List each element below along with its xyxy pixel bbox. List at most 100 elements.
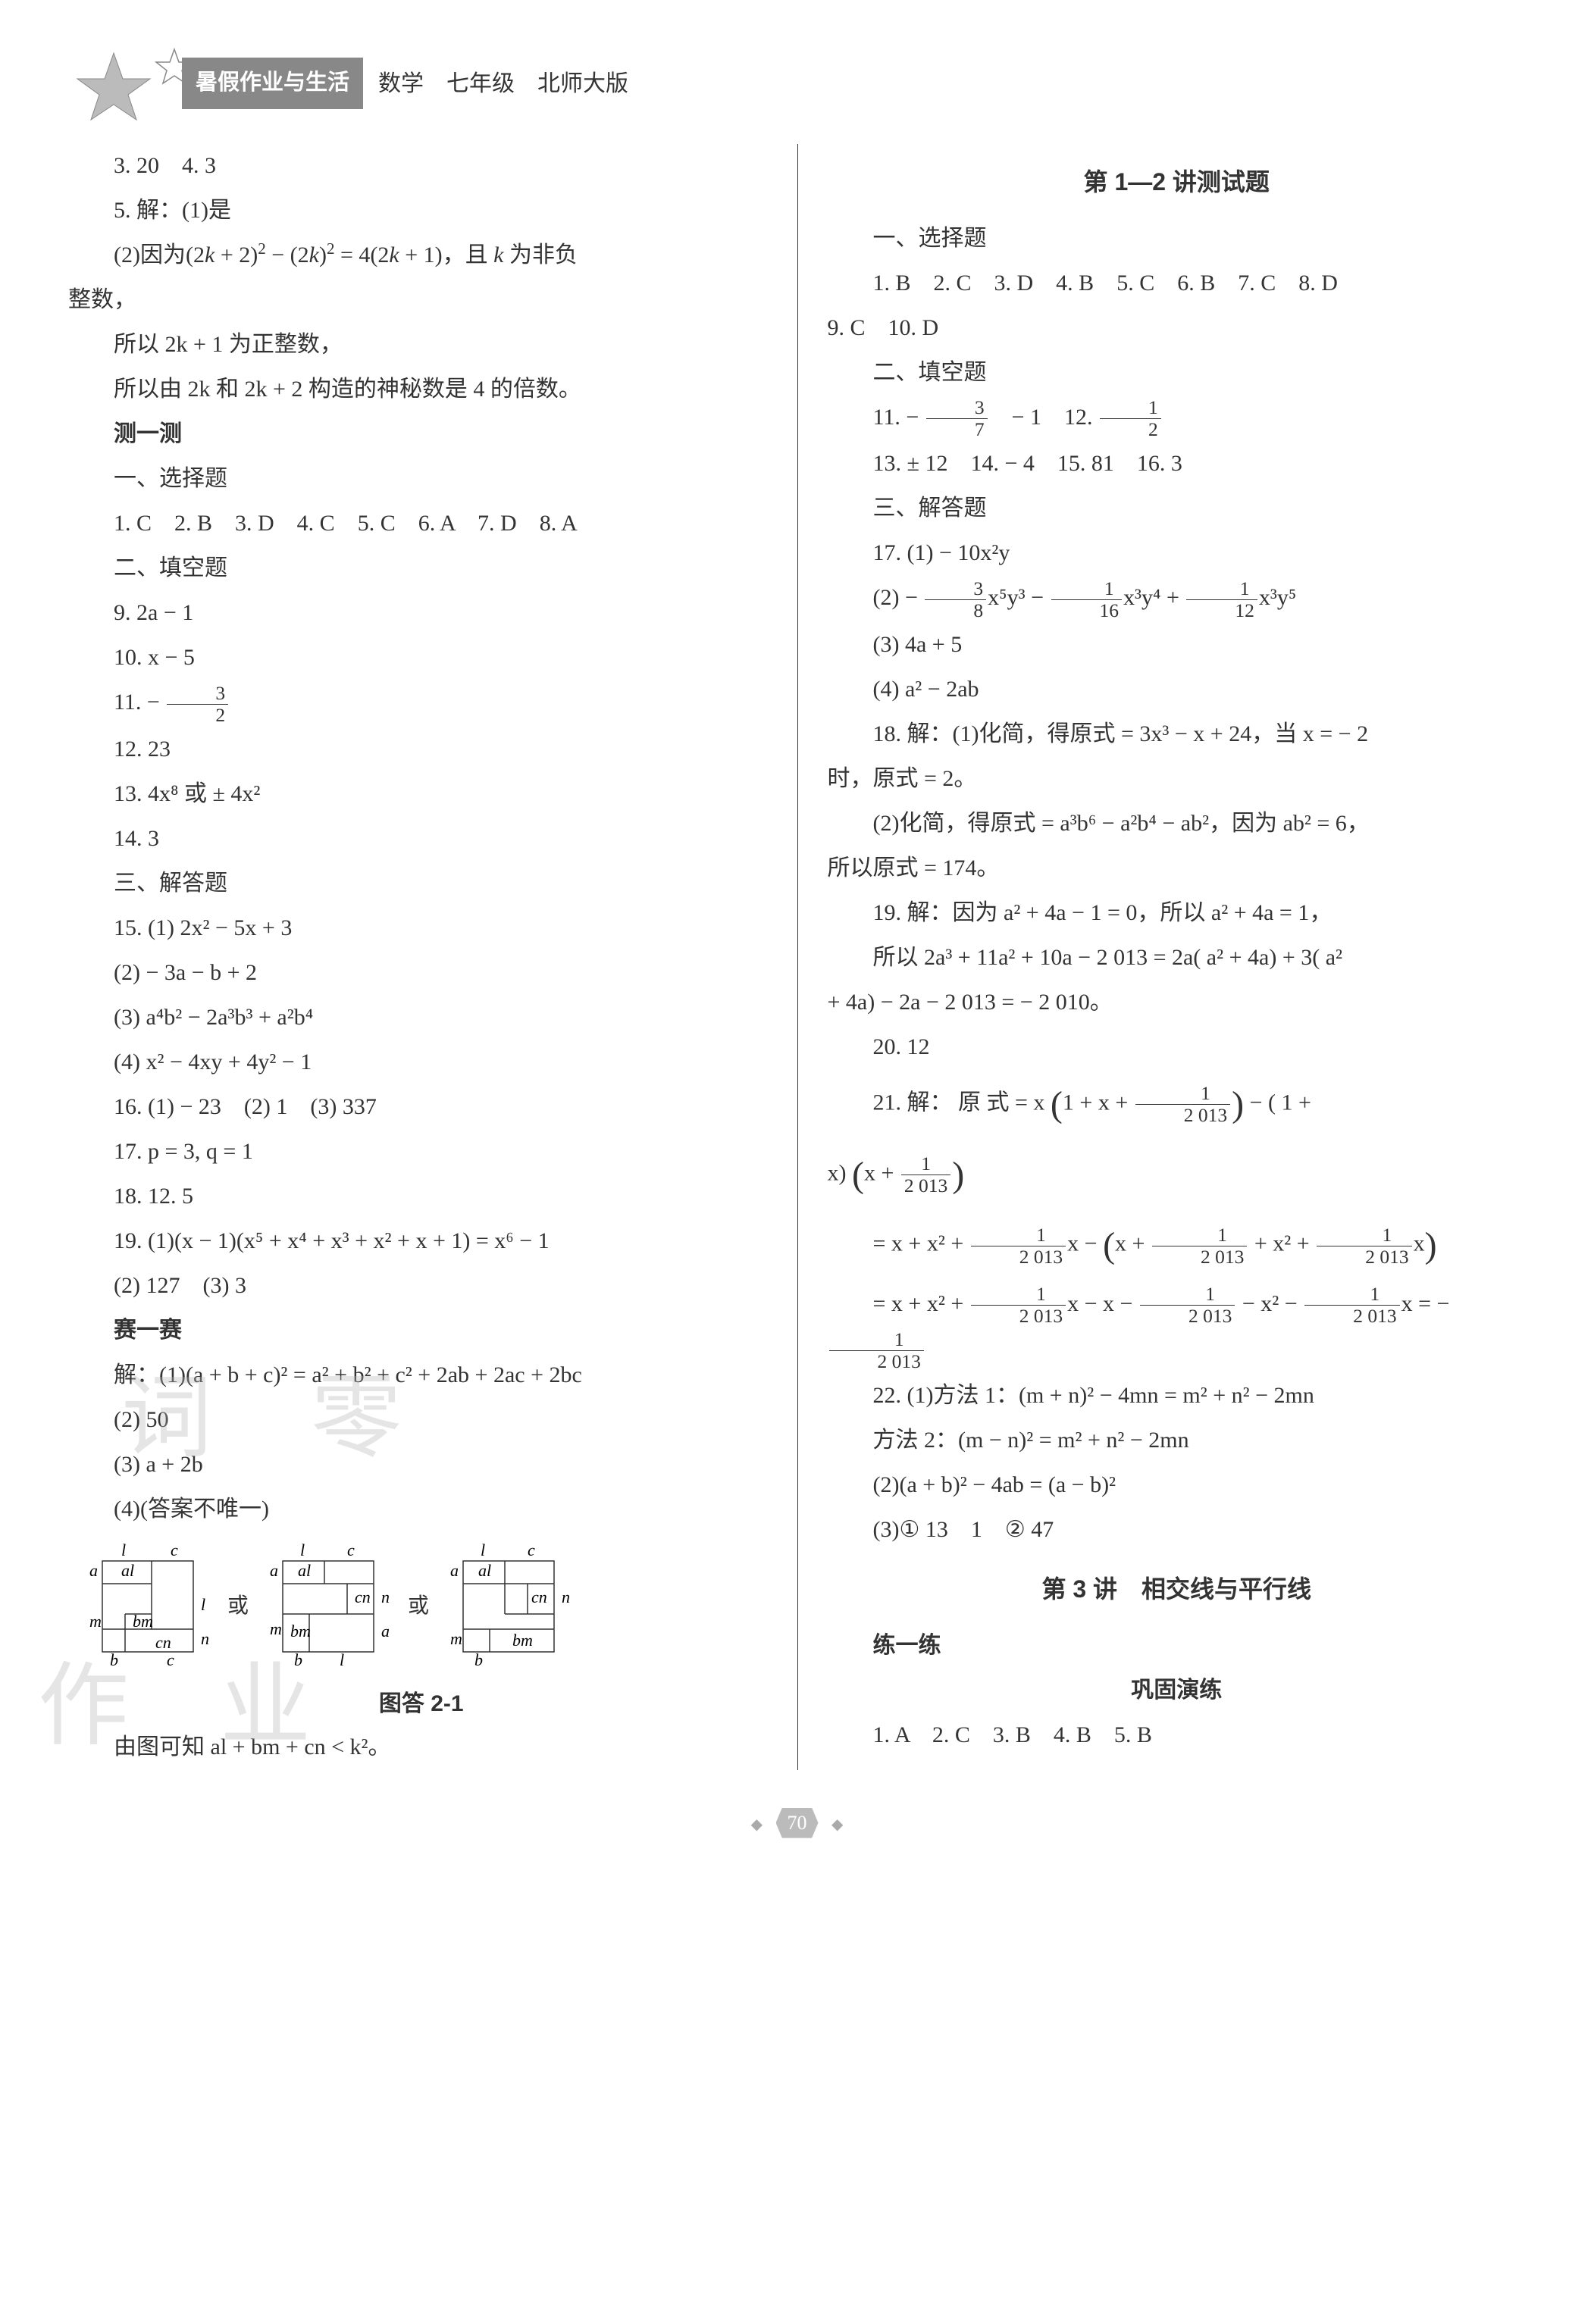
section-heading: 练一练: [828, 1624, 1527, 1667]
frac-den: 2 013: [901, 1175, 950, 1196]
text-line: 10. x − 5: [68, 636, 775, 679]
frac-den: 2 013: [971, 1246, 1066, 1268]
t: x: [1414, 1231, 1425, 1256]
t: − x² −: [1236, 1291, 1303, 1316]
svg-text:al: al: [298, 1561, 311, 1580]
text-line: 所以 2a³ + 11a² + 10a − 2 013 = 2a( a² + 4…: [828, 936, 1527, 979]
or-text: 或: [227, 1586, 249, 1626]
t: 11. −: [873, 405, 925, 430]
text-line: 13. 4x⁸ 或 ± 4x²: [68, 772, 775, 815]
svg-text:al: al: [121, 1561, 134, 1580]
t: = x + x² +: [873, 1231, 969, 1256]
page-footer: ◆ 70 ◆: [68, 1800, 1526, 1844]
t: + 1)，且: [399, 242, 493, 267]
text-line: (2) 50: [68, 1398, 775, 1441]
svg-text:c: c: [167, 1650, 174, 1669]
text-line: (2)(a + b)² − 4ab = (a − b)²: [828, 1463, 1527, 1506]
text-line: 由图可知 al + bm + cn < k²。: [68, 1725, 775, 1769]
left-column: 3. 20 4. 3 5. 解：(1)是 (2)因为(2k + 2)2 − (2…: [68, 144, 797, 1770]
text-line: (3)① 13 1 ② 47: [828, 1508, 1527, 1551]
section-heading: 测一测: [68, 412, 775, 455]
t: − 1 12.: [989, 405, 1098, 430]
svg-text:m: m: [89, 1612, 102, 1631]
text-line: 3. 20 4. 3: [68, 144, 775, 187]
t: − ( 1 +: [1244, 1090, 1311, 1115]
text-line: 所以由 2k 和 2k + 2 构造的神秘数是 4 的倍数。: [68, 368, 775, 411]
svg-text:c: c: [171, 1542, 178, 1559]
or-text: 或: [408, 1586, 429, 1626]
frac-den: 2 013: [1152, 1246, 1247, 1268]
frac-den: 7: [926, 419, 988, 440]
text-line: 9. C 10. D: [828, 306, 1527, 349]
t: 21. 解： 原 式 = x: [873, 1090, 1051, 1115]
frac-den: 16: [1051, 600, 1123, 621]
frac-num: 1: [901, 1153, 950, 1175]
text-line: 整数，: [68, 278, 775, 321]
text-line: 17. p = 3, q = 1: [68, 1130, 775, 1173]
text-line: 22. (1)方法 1：(m + n)² − 4mn = m² + n² − 2…: [828, 1374, 1527, 1417]
text-line: 18. 12. 5: [68, 1175, 775, 1218]
t: x +: [864, 1161, 900, 1186]
chapter-heading: 第 1—2 讲测试题: [828, 159, 1527, 205]
svg-text:n: n: [381, 1587, 390, 1606]
t: x − x −: [1067, 1291, 1138, 1316]
text-line: 1. B 2. C 3. D 4. B 5. C 6. B 7. C 8. D: [828, 261, 1527, 305]
t: = 4(2: [334, 242, 389, 267]
svg-text:cn: cn: [155, 1633, 171, 1652]
t: x³y⁵: [1259, 585, 1296, 610]
text-line: 所以 2k + 1 为正整数，: [68, 323, 775, 366]
svg-text:c: c: [528, 1542, 535, 1559]
text-line: 16. (1) − 23 (2) 1 (3) 337: [68, 1085, 775, 1128]
t: 1 + x +: [1063, 1090, 1134, 1115]
frac-den: 2 013: [829, 1351, 924, 1372]
svg-text:b: b: [474, 1650, 483, 1669]
frac-den: 2 013: [1304, 1306, 1399, 1327]
svg-text:m: m: [270, 1619, 282, 1638]
frac-num: 3: [167, 683, 228, 705]
svg-text:l: l: [121, 1542, 126, 1559]
svg-text:bm: bm: [512, 1631, 533, 1650]
t: + 2): [215, 242, 258, 267]
svg-text:a: a: [89, 1561, 98, 1580]
text-line: 21. 解： 原 式 = x (1 + x + 12 013) − ( 1 +: [828, 1070, 1527, 1139]
t: x −: [1067, 1231, 1103, 1256]
text-line: (2) − 3a − b + 2: [68, 951, 775, 994]
text-line: 19. (1)(x − 1)(x⁵ + x⁴ + x³ + x² + x + 1…: [68, 1219, 775, 1262]
title-subtitle: 数学 七年级 北师大版: [378, 62, 628, 105]
svg-text:c: c: [347, 1542, 355, 1559]
svg-text:n: n: [201, 1629, 209, 1648]
frac-den: 2: [1100, 419, 1161, 440]
svg-text:l: l: [340, 1650, 344, 1669]
svg-text:al: al: [478, 1561, 491, 1580]
text-line: 9. 2a − 1: [68, 591, 775, 634]
t: x⁵y³ −: [988, 585, 1049, 610]
page-header: 暑假作业与生活 数学 七年级 北师大版: [68, 45, 1526, 121]
t: x³y⁴ +: [1123, 585, 1185, 610]
t: + x² +: [1248, 1231, 1315, 1256]
right-column: 第 1—2 讲测试题 一、选择题 1. B 2. C 3. D 4. B 5. …: [797, 144, 1527, 1770]
text-line: (3) 4a + 5: [828, 623, 1527, 666]
frac-num: 3: [925, 578, 986, 600]
frac-den: 2: [167, 705, 228, 726]
svg-text:m: m: [450, 1629, 462, 1648]
svg-text:l: l: [481, 1542, 485, 1559]
text-line: 二、填空题: [68, 546, 775, 590]
frac-num: 1: [829, 1329, 924, 1351]
svg-text:b: b: [294, 1650, 302, 1669]
text-line: 12. 23: [68, 727, 775, 771]
t: = x + x² +: [873, 1291, 969, 1316]
frac-num: 1: [1304, 1284, 1399, 1306]
square-diagram-3: lc am al cn bm n b: [444, 1542, 573, 1671]
section-heading: 赛一赛: [68, 1309, 775, 1352]
chapter-heading: 第 3 讲 相交线与平行线: [828, 1566, 1527, 1612]
t: 11. −: [114, 690, 165, 715]
text-line: 1. C 2. B 3. D 4. C 5. C 6. A 7. D 8. A: [68, 502, 775, 545]
text-line: 1. A 2. C 3. B 4. B 5. B: [828, 1713, 1527, 1756]
t: x): [828, 1161, 853, 1186]
content-columns: 3. 20 4. 3 5. 解：(1)是 (2)因为(2k + 2)2 − (2…: [68, 144, 1526, 1770]
diagram-row: lc am al bm cn l n b c 或: [68, 1542, 775, 1671]
t: (2)因为(2: [114, 242, 205, 267]
text-line: 二、填空题: [828, 351, 1527, 394]
svg-text:bm: bm: [133, 1612, 153, 1631]
text-line: 20. 12: [828, 1025, 1527, 1068]
